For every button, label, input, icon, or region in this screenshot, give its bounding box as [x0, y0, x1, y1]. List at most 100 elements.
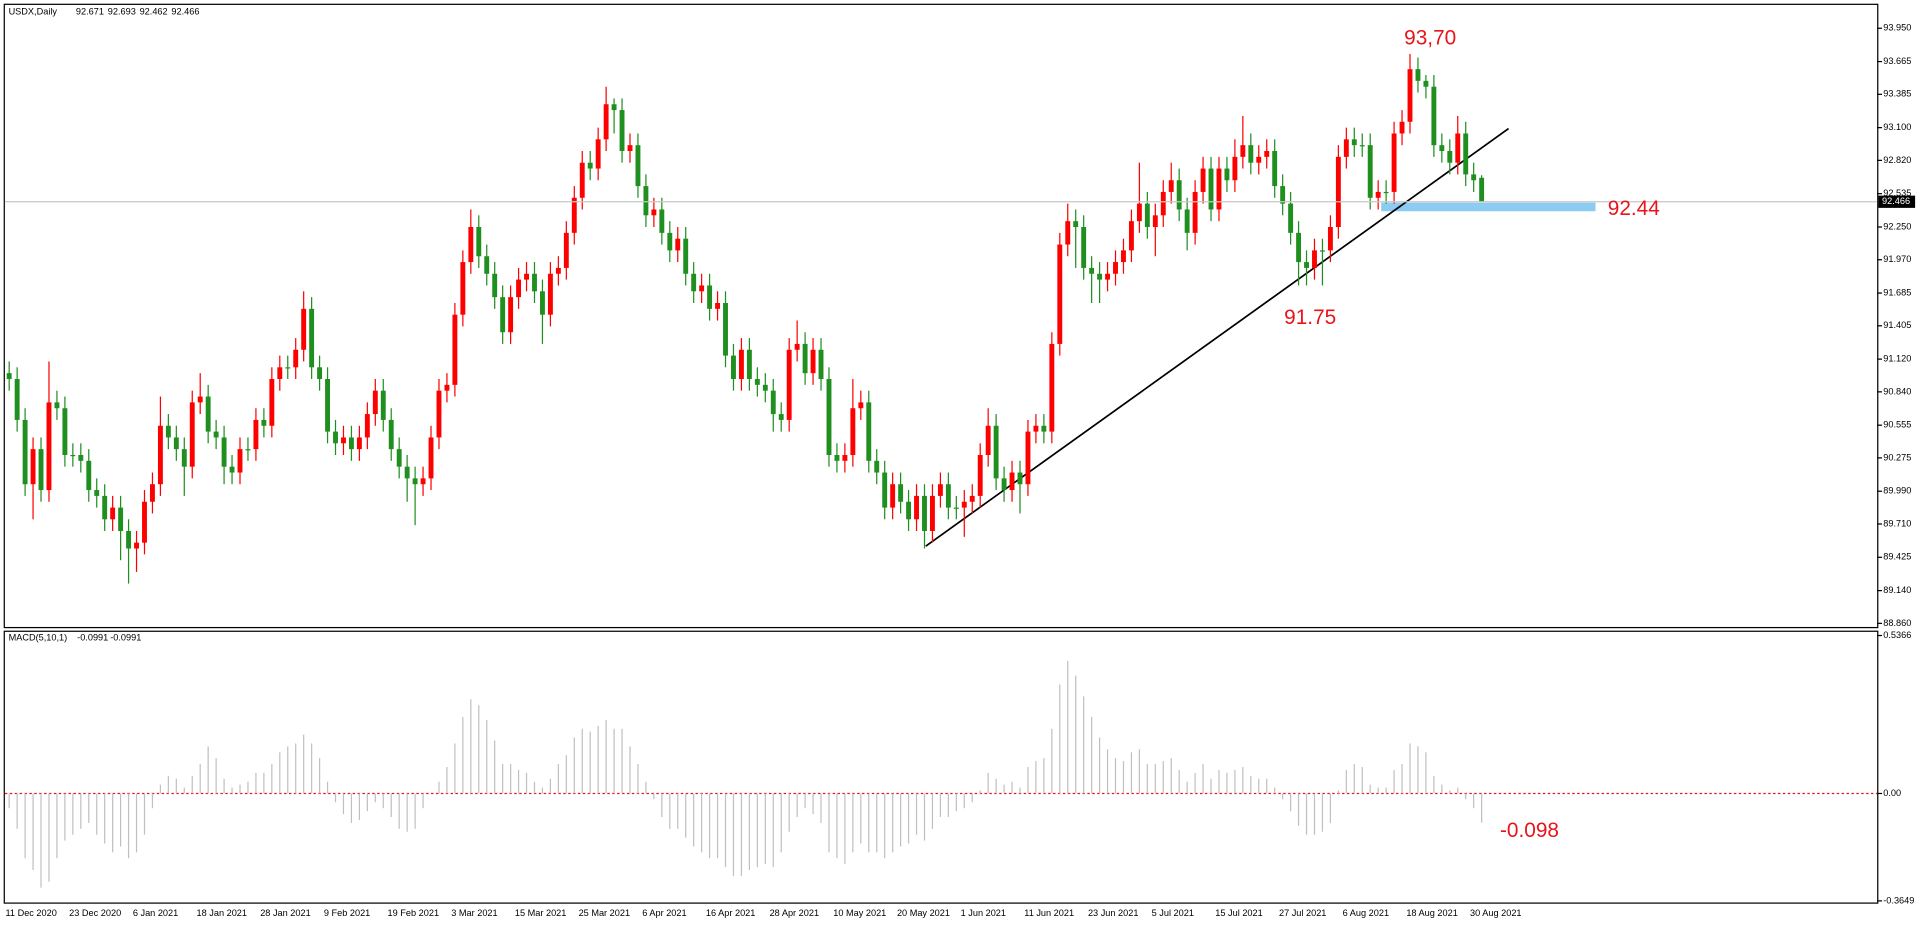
- candle-body: [364, 414, 370, 438]
- candle-body: [794, 343, 800, 350]
- candle-body: [1224, 168, 1230, 181]
- candle-body: [126, 530, 132, 549]
- candle-body: [317, 367, 323, 379]
- candle-body: [1160, 191, 1166, 216]
- candle-body: [1471, 174, 1477, 181]
- candle-body: [1033, 425, 1039, 432]
- candle-body: [1359, 145, 1365, 147]
- candle-body: [945, 484, 951, 508]
- candle-body: [62, 408, 68, 455]
- candle-body: [1057, 244, 1063, 344]
- candle-body: [890, 484, 896, 508]
- candle-body: [762, 384, 768, 391]
- candle-body: [1256, 156, 1262, 163]
- x-tick-label: 6 Jan 2021: [133, 908, 178, 918]
- y-tick-label: 90.840: [1883, 386, 1911, 396]
- header-value: -0.0991: [110, 632, 141, 642]
- macd-panel: [3, 630, 1879, 904]
- y-tick-label: 92.820: [1883, 155, 1911, 165]
- header-value: 92.466: [171, 7, 199, 17]
- candle-body: [189, 402, 195, 467]
- candle-body: [524, 273, 529, 280]
- candle-body: [587, 162, 593, 169]
- x-tick-label: 3 Mar 2021: [451, 908, 497, 918]
- candle-body: [38, 449, 44, 491]
- trend-line: [925, 127, 1510, 547]
- candle-body: [237, 449, 243, 473]
- y-tick-label: 93.385: [1883, 89, 1911, 99]
- candle-body: [173, 437, 179, 450]
- candle-body: [165, 425, 171, 438]
- candle-body: [261, 419, 267, 426]
- candle-body: [404, 466, 410, 479]
- panel-title: USDX,Daily: [9, 7, 58, 17]
- candle-body: [492, 273, 498, 298]
- candle-body: [619, 110, 625, 152]
- candle-body: [826, 378, 832, 455]
- candle-body: [348, 437, 354, 450]
- candle-body: [540, 291, 545, 315]
- candle-body: [882, 472, 888, 508]
- candle-body: [500, 297, 506, 333]
- candle-body: [1439, 145, 1445, 152]
- candle-body: [1399, 121, 1405, 134]
- candle-body: [1272, 151, 1278, 187]
- candle-body: [659, 209, 665, 233]
- x-tick-label: 15 Mar 2021: [515, 908, 567, 918]
- y-tick-label: 93.665: [1883, 56, 1911, 66]
- candle-body: [1065, 221, 1071, 245]
- candle-body: [1455, 133, 1461, 163]
- candle-body: [1113, 262, 1118, 274]
- x-tick-label: 6 Aug 2021: [1343, 908, 1389, 918]
- plot: USDX,Daily 93.950 93.665 93.385 93.100 92.820…: [4, 7, 1916, 918]
- candle-body: [1479, 177, 1485, 202]
- candle-body: [1152, 215, 1158, 228]
- candle-body: [738, 349, 744, 379]
- candle-body: [516, 279, 522, 298]
- candle-body: [1383, 191, 1389, 194]
- candle-body: [333, 431, 338, 444]
- candle-body: [1001, 478, 1007, 491]
- y-tick-label: 0.00: [1883, 788, 1901, 798]
- candle-body: [309, 308, 315, 368]
- candle-body: [253, 419, 259, 450]
- candle-body: [460, 262, 466, 315]
- x-tick-label: 23 Dec 2020: [69, 908, 121, 918]
- y-tick-label: 90.555: [1883, 420, 1911, 430]
- x-tick-label: 9 Feb 2021: [324, 908, 370, 918]
- candle-body: [810, 349, 816, 374]
- candle-body: [1343, 139, 1349, 157]
- candle-body: [1121, 250, 1126, 263]
- candle-body: [985, 425, 991, 455]
- candle-body: [1447, 151, 1453, 163]
- candle-body: [1184, 209, 1190, 233]
- candle-body: [930, 495, 935, 531]
- candle-body: [818, 349, 824, 379]
- candle-body: [1136, 203, 1142, 222]
- y-tick-label: 91.120: [1883, 354, 1911, 364]
- x-tick-label: 11 Jun 2021: [1024, 908, 1074, 918]
- candle-body: [285, 367, 291, 369]
- y-tick-label: 91.405: [1883, 320, 1911, 330]
- x-tick-label: 16 Apr 2021: [706, 908, 755, 918]
- candle-body: [213, 431, 219, 438]
- y-tick-label: 88.860: [1883, 618, 1911, 628]
- candle-body: [134, 542, 139, 549]
- candle-body: [46, 402, 52, 491]
- candle-body: [1335, 156, 1341, 228]
- x-tick-label: 27 Jul 2021: [1279, 908, 1326, 918]
- candle-body: [388, 419, 394, 450]
- candle-body: [54, 402, 60, 409]
- candle-body: [356, 437, 362, 450]
- candle-body: [22, 419, 28, 485]
- candle-body: [906, 501, 912, 520]
- y-tick-label: 90.275: [1883, 452, 1911, 462]
- y-tick-label: 93.950: [1883, 23, 1911, 33]
- candle-body: [197, 396, 203, 403]
- x-tick-label: 15 Jul 2021: [1215, 908, 1262, 918]
- x-tick-label: 11 Dec 2020: [6, 908, 57, 918]
- candle-body: [1407, 69, 1413, 122]
- annotation: 91.75: [1284, 306, 1336, 329]
- candle-body: [245, 449, 251, 451]
- candle-body: [1081, 227, 1087, 268]
